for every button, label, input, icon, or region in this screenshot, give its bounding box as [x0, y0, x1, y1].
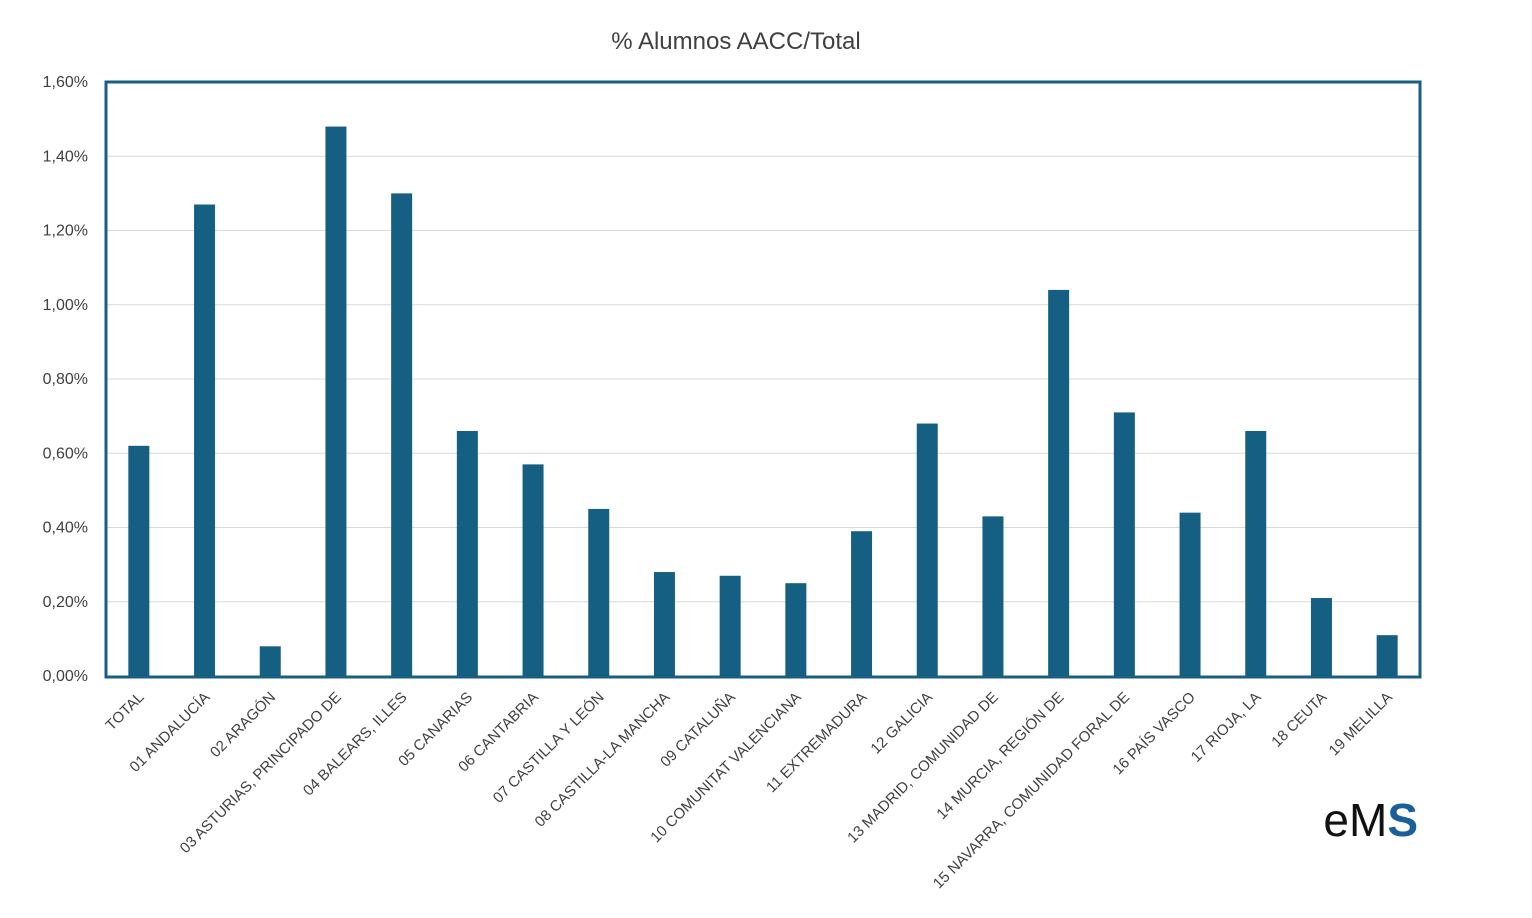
y-tick-label: 1,00%: [43, 297, 88, 314]
bar: [128, 445, 150, 676]
y-tick-label: 0,00%: [43, 668, 88, 685]
ems-logo: eMS: [1323, 794, 1418, 846]
y-tick-label: 0,60%: [43, 445, 88, 462]
y-tick-label: 0,40%: [43, 520, 88, 537]
svg-text:eMS: eMS: [1323, 794, 1418, 846]
bar: [588, 508, 610, 676]
bar: [851, 531, 873, 676]
bar: [1113, 412, 1135, 676]
bar: [522, 464, 544, 676]
bar: [259, 646, 281, 676]
logo-text-em: eM: [1323, 794, 1387, 846]
x-tick-label: 02 ARAGÓN: [207, 689, 279, 761]
x-tick-label: TOTAL: [102, 689, 147, 734]
y-tick-label: 1,20%: [43, 223, 88, 240]
bar: [982, 516, 1004, 676]
bar: [391, 193, 413, 676]
bar: [456, 430, 478, 676]
bar: [916, 423, 938, 676]
y-tick-label: 1,60%: [43, 74, 88, 91]
x-tick-label: 19 MELILLA: [1326, 689, 1396, 759]
x-tick-label: 08 CASTILLA-LA MANCHA: [532, 689, 674, 831]
bar: [785, 583, 807, 676]
chart-title: % Alumnos AACC/Total: [611, 28, 860, 55]
logo-text-s: S: [1387, 794, 1418, 846]
y-tick-label: 1,40%: [43, 148, 88, 165]
bar: [194, 204, 216, 676]
y-tick-label: 0,20%: [43, 594, 88, 611]
gridlines: [106, 155, 1420, 603]
x-tick-label: 12 GALICIA: [867, 689, 936, 758]
y-axis-tick-labels: 0,00% 0,20% 0,40% 0,60% 0,80% 1,00% 1,20% 1,40%…: [43, 74, 88, 685]
plot-area-frame: [104, 80, 1422, 679]
bar: [325, 126, 347, 677]
bar: [1048, 289, 1070, 676]
x-tick-label: 17 RIOJA, LA: [1188, 689, 1265, 766]
x-tick-label: 07 CASTILLA Y LEÓN: [490, 689, 608, 807]
bar: [719, 575, 741, 676]
x-tick-label: 14 MURCIA, REGIÓN DE: [933, 689, 1067, 823]
bar: [1179, 512, 1201, 676]
y-tick-label: 0,80%: [43, 371, 88, 388]
bar: [1245, 430, 1267, 676]
bars: [128, 126, 1398, 677]
bar: [653, 572, 675, 676]
bar: [1376, 635, 1398, 676]
x-tick-label: 18 CEUTA: [1268, 689, 1330, 751]
bar: [1310, 598, 1332, 676]
